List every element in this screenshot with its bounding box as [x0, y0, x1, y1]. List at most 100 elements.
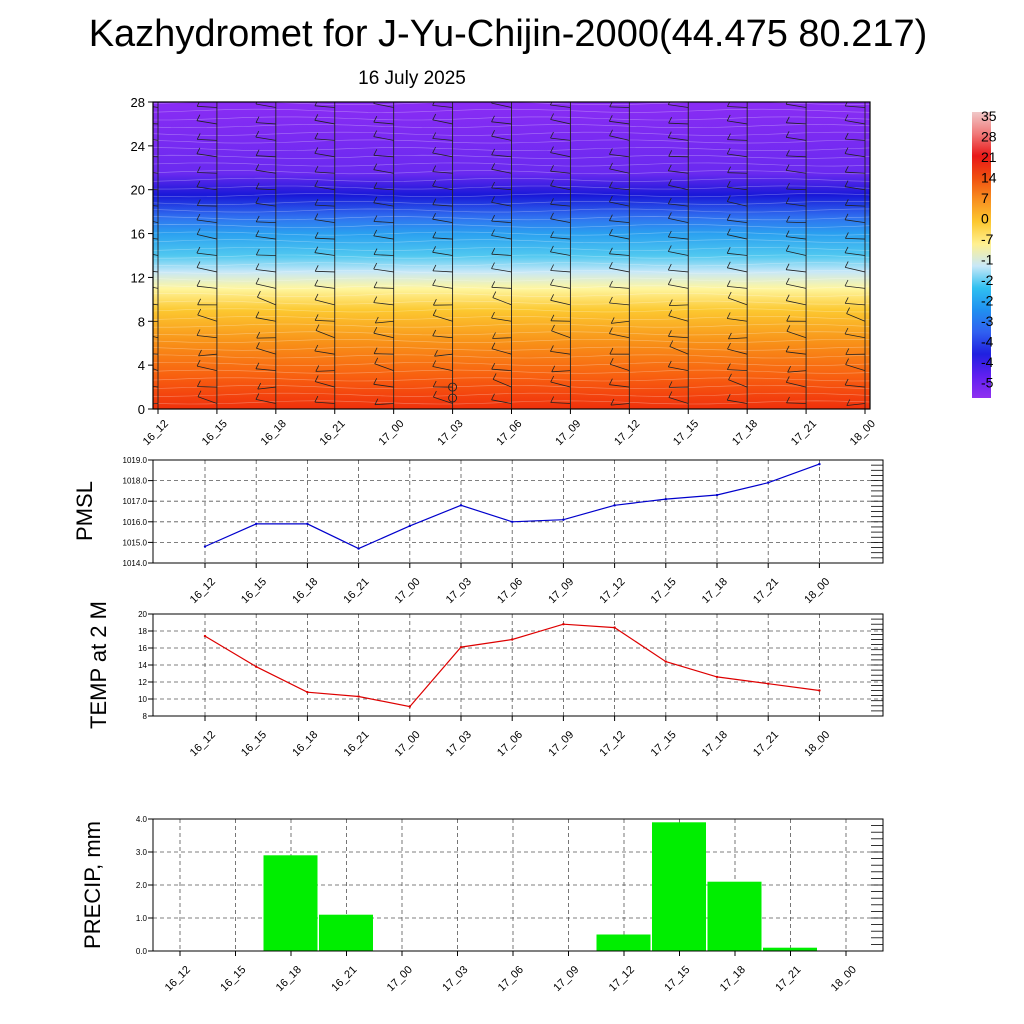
wind-barb-feather — [491, 148, 495, 156]
precip-bar — [763, 947, 817, 951]
wind-barb — [845, 138, 866, 141]
precip-bars — [263, 822, 817, 951]
temp-x-tick-label: 16_18 — [290, 729, 320, 759]
wind-barb-feather — [728, 332, 732, 340]
wind-barb — [611, 320, 630, 324]
pmsl-y-tick-label: 1018.0 — [123, 477, 148, 486]
wind-barb-feather — [668, 381, 673, 388]
pmsl-point — [459, 504, 463, 507]
wind-barb-feather — [196, 359, 201, 367]
wind-barb-feather — [609, 228, 613, 236]
wind-barb-feather — [609, 247, 613, 254]
wind-barb — [197, 234, 218, 240]
wind-barb — [668, 155, 689, 158]
wind-barb-feather — [257, 382, 262, 390]
pmsl-point — [767, 481, 770, 484]
wind-barb-feather — [314, 147, 319, 154]
wind-barb — [845, 105, 866, 108]
wind-barb — [432, 105, 453, 108]
wind-barb-feather — [844, 180, 849, 187]
temp-point — [511, 638, 514, 641]
wind-barb-feather — [255, 215, 260, 223]
wind-barb-feather — [373, 182, 378, 189]
wind-barb-feather — [727, 102, 731, 107]
temp-point — [203, 634, 207, 638]
wind-barb — [373, 302, 394, 306]
wind-barb — [786, 103, 807, 108]
wind-barb — [845, 238, 866, 240]
wind-barb-feather — [314, 213, 319, 220]
precip-x-tick-label: 16_18 — [274, 964, 304, 994]
wind-barb — [255, 317, 276, 322]
wind-barb-feather — [196, 114, 201, 121]
wind-barb — [844, 153, 866, 158]
wind-barb — [492, 297, 512, 306]
profile-x-tick-label: 16_12 — [141, 418, 171, 448]
wind-barb-feather — [373, 378, 378, 385]
precip-y-tick-label: 1.0 — [136, 914, 148, 923]
wind-barb — [153, 205, 159, 207]
wind-barb — [786, 382, 807, 388]
wind-barb-feather — [256, 331, 261, 339]
wind-barb — [255, 202, 276, 207]
colorbar-label: -1 — [981, 252, 994, 268]
precip-panel: 0.0 1.0 2.0 3.0 4.0 16_12 16_15 16_18 16_21 17_0… — [80, 815, 884, 994]
wind-barb-feather — [255, 164, 260, 171]
temp-x-tick-label: 17_06 — [495, 729, 525, 759]
wind-barb-feather — [550, 345, 554, 352]
pmsl-y-tick-label: 1019.0 — [123, 456, 148, 465]
wind-barb — [434, 353, 453, 357]
wind-barbs — [138, 102, 866, 409]
wind-barb — [432, 270, 453, 273]
wind-barb — [198, 353, 217, 357]
wind-barb-feather — [197, 380, 201, 387]
wind-barb-feather — [609, 181, 613, 188]
temp-x-axis: 16_12 16_15 16_18 16_21 17_00 17_03 17_06 17_09… — [188, 716, 832, 759]
wind-barb-feather — [727, 342, 731, 350]
wind-barb-feather — [844, 279, 849, 287]
wind-barb — [153, 123, 159, 125]
colorbar-label: 35 — [981, 108, 997, 124]
wind-barb — [668, 184, 689, 191]
wind-barb-feather — [609, 129, 613, 136]
wind-barb-feather — [491, 363, 496, 370]
precip-x-tick-label: 17_00 — [385, 964, 415, 994]
wind-barb-feather — [314, 279, 319, 286]
wind-barb-feather — [256, 342, 260, 349]
wind-barb-feather — [609, 102, 613, 108]
temp-x-tick-label: 17_12 — [597, 729, 627, 759]
wind-barb — [153, 172, 159, 174]
pmsl-x-tick-label: 16_12 — [188, 576, 218, 606]
wind-barb-feather — [138, 212, 141, 218]
wind-barb — [492, 379, 512, 388]
wind-barb-feather — [255, 362, 260, 369]
wind-barb — [491, 317, 512, 322]
wind-barb — [153, 254, 159, 256]
wind-barb — [609, 106, 630, 108]
wind-barb — [315, 381, 335, 388]
temp-x-tick-label: 17_21 — [751, 729, 781, 759]
wind-barb — [255, 283, 276, 289]
wind-barb-feather — [314, 293, 319, 301]
wind-barb — [153, 368, 159, 371]
temp-y-label: TEMP at 2 M — [86, 601, 111, 729]
pmsl-y-tick-label: 1016.0 — [123, 518, 148, 527]
temp-x-tick-label: 17_00 — [393, 729, 423, 759]
wind-barb-feather — [609, 195, 613, 203]
wind-barb-feather — [726, 394, 731, 401]
wind-barb — [727, 252, 748, 256]
wind-barb-feather — [667, 197, 672, 205]
wind-barb-feather — [550, 314, 555, 321]
wind-barb-feather — [844, 378, 849, 386]
wind-barb-feather — [196, 102, 200, 107]
wind-barb — [728, 379, 748, 388]
wind-barb-feather — [196, 280, 201, 287]
wind-barb-feather — [668, 212, 672, 219]
temp-x-tick-label: 18_00 — [802, 729, 832, 759]
wind-barb — [609, 154, 630, 158]
pmsl-x-tick-label: 16_15 — [239, 576, 269, 606]
colorbar-label: -4 — [981, 334, 994, 350]
